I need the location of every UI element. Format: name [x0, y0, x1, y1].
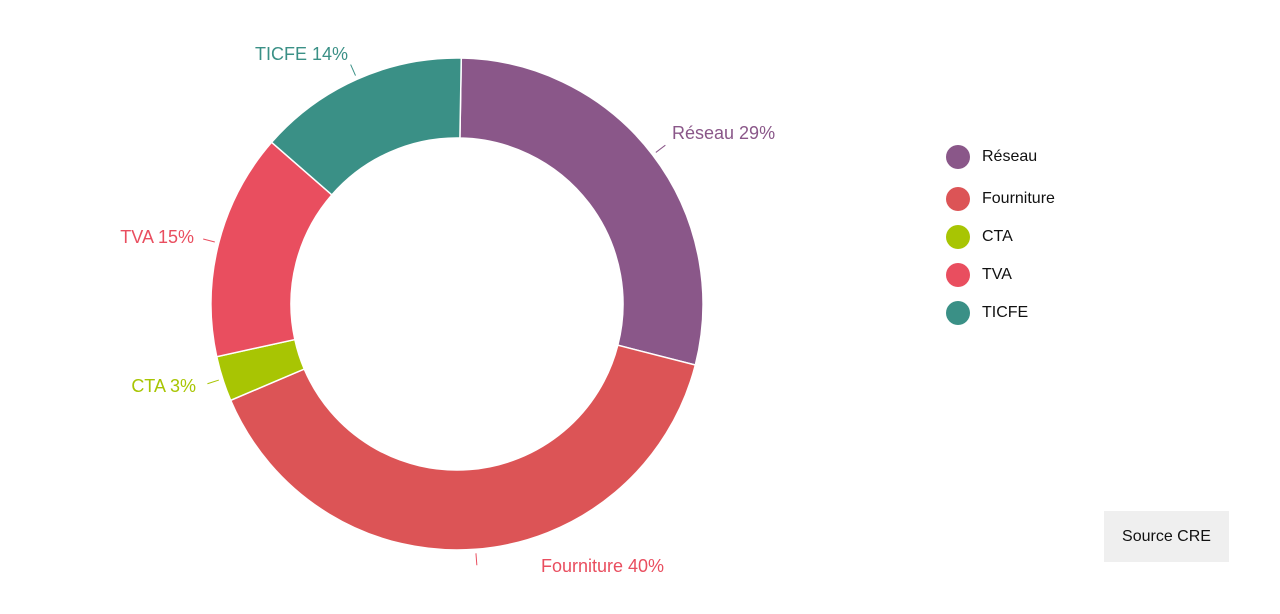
legend-label-ticfe: TICFE — [982, 304, 1029, 321]
legend-swatch-ticfe — [946, 301, 970, 325]
slice-reseau[interactable] — [459, 57, 704, 366]
label-connector-cta — [207, 379, 220, 385]
slice-label-reseau: Réseau 29% — [672, 123, 775, 143]
slice-label-cta: CTA 3% — [131, 376, 196, 396]
donut-slices — [210, 57, 704, 551]
legend-swatch-tva — [946, 263, 970, 287]
label-connector-tva — [203, 238, 215, 243]
label-connector-ticfe — [350, 64, 356, 76]
legend-label-cta: CTA — [982, 228, 1013, 245]
slice-ticfe[interactable] — [270, 57, 463, 196]
legend-label-tva: TVA — [982, 266, 1012, 283]
slice-label-tva: TVA 15% — [120, 227, 194, 247]
legend-label-fourniture: Fourniture — [982, 190, 1055, 207]
legend-label-reseau: Réseau — [982, 148, 1038, 165]
label-connector-reseau — [655, 144, 666, 153]
legend-item-fourniture[interactable]: Fourniture — [946, 187, 1055, 211]
source-label: Source CRE — [1104, 511, 1229, 562]
legend-item-ticfe[interactable]: TICFE — [946, 301, 1055, 325]
legend-swatch-reseau — [946, 145, 970, 169]
legend-item-reseau[interactable]: Réseau — [946, 145, 1055, 169]
chart-legend: Réseau Fourniture CTA TVA TICFE — [946, 145, 1055, 339]
slice-labels: Réseau 29% Fourniture 40% CTA 3% TVA 15% TIC… — [120, 44, 775, 576]
legend-item-cta[interactable]: CTA — [946, 225, 1055, 249]
slice-fourniture[interactable] — [229, 344, 697, 551]
slice-label-fourniture: Fourniture 40% — [541, 556, 664, 576]
legend-item-tva[interactable]: TVA — [946, 263, 1055, 287]
label-connector-fourniture — [475, 553, 478, 566]
slice-label-ticfe: TICFE 14% — [255, 44, 348, 64]
legend-swatch-fourniture — [946, 187, 970, 211]
legend-swatch-cta — [946, 225, 970, 249]
